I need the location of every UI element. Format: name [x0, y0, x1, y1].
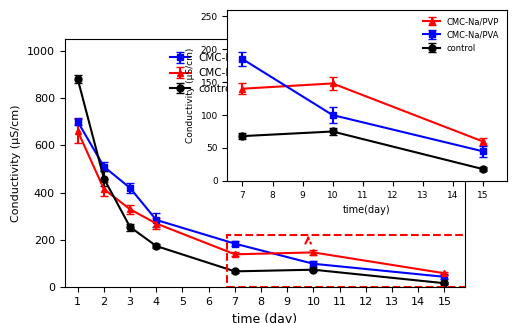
Bar	[227, 235, 468, 287]
Y-axis label: Conductivity (μS/cm): Conductivity (μS/cm)	[11, 104, 21, 222]
Legend: CMC-Na/PVA, CMC-Na/PVP, control: CMC-Na/PVA, CMC-Na/PVP, control	[165, 49, 268, 98]
Legend: CMC-Na/PVP, CMC-Na/PVA, control: CMC-Na/PVP, CMC-Na/PVA, control	[420, 14, 503, 56]
X-axis label: time(day): time(day)	[343, 205, 391, 215]
X-axis label: time (day): time (day)	[233, 313, 297, 323]
Y-axis label: Conductivity (μS/cm): Conductivity (μS/cm)	[186, 47, 195, 143]
